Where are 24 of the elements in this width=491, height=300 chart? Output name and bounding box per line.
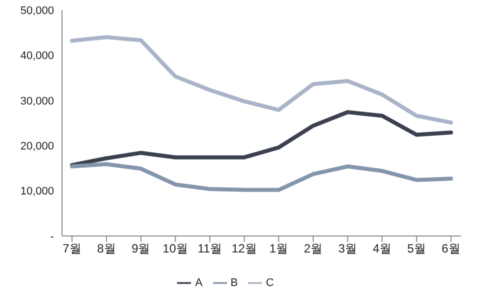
x-tick-label: 8월 [97, 242, 116, 256]
x-tick-label: 3월 [338, 242, 357, 256]
x-tick-label: 5월 [407, 242, 426, 256]
y-tick-label: 30,000 [20, 95, 54, 108]
x-tick-label: 4월 [372, 242, 392, 256]
y-tick-label: 50,000 [20, 4, 54, 17]
line-series [70, 35, 453, 125]
x-tick-label: 7월 [62, 242, 82, 256]
x-tick-label: 11월 [198, 242, 222, 256]
legend-label: B [230, 276, 238, 289]
line-series [70, 110, 453, 168]
x-tick-label: 12월 [232, 242, 257, 256]
x-tick-label: 9월 [132, 242, 150, 256]
x-tick-label: 1월 [269, 242, 288, 256]
x-tick-label: 2월 [304, 242, 323, 256]
line-series [70, 162, 453, 192]
legend-label: A [195, 276, 203, 289]
y-tick-label: 40,000 [20, 50, 54, 62]
y-tick-label: 10,000 [20, 186, 54, 198]
y-tick-label: 20,000 [20, 140, 54, 153]
x-tick-label: 10월 [162, 242, 188, 256]
x-tick-label: 6월 [442, 242, 460, 256]
legend-label: C [266, 276, 274, 289]
y-tick-label: - [50, 230, 54, 243]
